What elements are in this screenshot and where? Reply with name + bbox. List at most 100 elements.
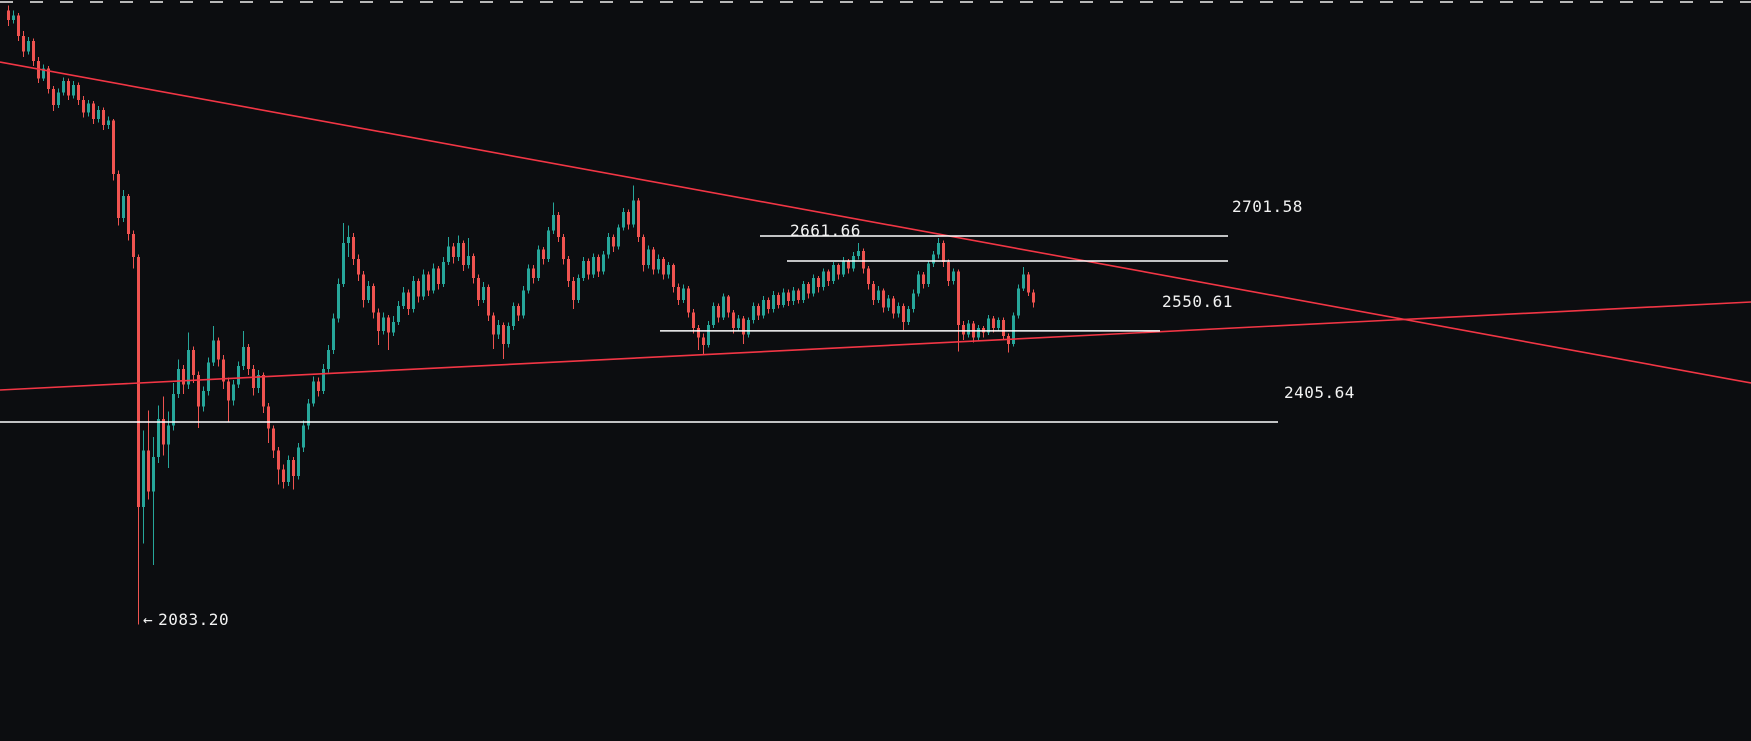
candle-body-down	[197, 375, 200, 407]
ascending-trendline[interactable]	[0, 301, 1751, 391]
candle-body-up	[497, 324, 500, 335]
candle-body-down	[352, 236, 355, 259]
candle-body-up	[632, 200, 635, 225]
candle-body-up	[512, 306, 515, 327]
candle-body-up	[722, 296, 725, 318]
candle-body-up	[307, 403, 310, 426]
candle-body-down	[922, 274, 925, 285]
candle-body-down	[1032, 292, 1035, 303]
price-line-label-2550[interactable]: 2550.61	[1162, 292, 1233, 311]
candle-body-down	[17, 15, 20, 36]
price-line-label-2405[interactable]: 2405.64	[1284, 383, 1355, 402]
candle-body-down	[147, 450, 150, 492]
candle-body-up	[332, 318, 335, 351]
candle-body-down	[252, 368, 255, 388]
candle-body-up	[977, 328, 980, 338]
candle-body-up	[397, 306, 400, 322]
candle-body-down	[502, 324, 505, 344]
candle-body-up	[457, 243, 460, 258]
candle-body-up	[967, 323, 970, 335]
candle-body-up	[257, 375, 260, 388]
candle-body-down	[487, 287, 490, 316]
candle-body-up	[647, 249, 650, 266]
candle-body-up	[302, 425, 305, 448]
candle-body-down	[492, 315, 495, 335]
candle-body-down	[567, 258, 570, 281]
candle-body-up	[912, 293, 915, 310]
candle-body-down	[472, 255, 475, 278]
candle-body-down	[532, 268, 535, 278]
candle-body-down	[317, 381, 320, 391]
candle-body-down	[692, 312, 695, 329]
candle-body-down	[947, 262, 950, 281]
candle-body-up	[87, 103, 90, 113]
candle-body-down	[797, 290, 800, 300]
candle-body-down	[117, 174, 120, 219]
candle-body-down	[362, 274, 365, 300]
candle-body-up	[187, 350, 190, 385]
candle-body-down	[827, 271, 830, 281]
candle-body-down	[437, 268, 440, 285]
candle-body-down	[387, 317, 390, 333]
candle-body-down	[757, 306, 760, 316]
candle-body-down	[1002, 319, 1005, 337]
candle-body-up	[987, 318, 990, 333]
candle-body-up	[172, 394, 175, 426]
candle-body-down	[892, 298, 895, 314]
candle-body-down	[162, 419, 165, 445]
candle-body-down	[872, 284, 875, 300]
descending-trendline[interactable]	[0, 61, 1751, 384]
candle-body-down	[137, 257, 140, 508]
candle-body-down	[962, 324, 965, 335]
candle-body-up	[122, 196, 125, 219]
candle-body-up	[552, 214, 555, 231]
candle-body-up	[782, 292, 785, 305]
candle-body-up	[97, 109, 100, 119]
price-line-label-2661[interactable]: 2661.66	[790, 221, 861, 240]
candle-body-down	[372, 285, 375, 313]
candle-body-up	[142, 450, 145, 508]
candle-body-down	[992, 318, 995, 329]
price-line-label-2701[interactable]: 2701.58	[1232, 197, 1303, 216]
candle-body-down	[52, 89, 55, 105]
candle-body-up	[822, 271, 825, 288]
candle-body-down	[7, 10, 10, 21]
candle-body-down	[557, 214, 560, 237]
candle-body-down	[767, 299, 770, 310]
candle-body-down	[262, 375, 265, 407]
candle-body-down	[642, 236, 645, 266]
candle-body-up	[482, 287, 485, 300]
candle-body-down	[277, 450, 280, 470]
candle-body-down	[477, 277, 480, 300]
low-price-label: 2083.20	[158, 610, 230, 629]
candle-body-down	[727, 296, 730, 313]
candle-body-up	[592, 257, 595, 275]
candle-body-up	[657, 258, 660, 270]
candle-body-down	[127, 196, 130, 234]
candle-body-up	[842, 260, 845, 275]
candle-body-down	[77, 84, 80, 100]
candle-body-up	[927, 263, 930, 285]
candle-body-down	[22, 35, 25, 52]
candle-body-down	[357, 258, 360, 275]
candle-body-up	[447, 246, 450, 263]
candle-body-down	[517, 306, 520, 316]
candle-body-up	[312, 381, 315, 404]
candle-body-up	[812, 277, 815, 294]
candle-body-up	[12, 15, 15, 21]
candle-body-up	[772, 294, 775, 310]
candle-body-up	[62, 81, 65, 93]
candle-body-down	[957, 271, 960, 325]
candle-body-down	[652, 249, 655, 270]
candle-body-up	[467, 255, 470, 266]
candle-body-down	[882, 290, 885, 308]
candle-body-up	[907, 309, 910, 322]
candle-body-up	[327, 350, 330, 369]
candle-body-down	[292, 460, 295, 476]
candle-body-up	[442, 262, 445, 285]
candle-body-up	[607, 236, 610, 255]
candle-body-down	[702, 337, 705, 346]
candle-body-down	[182, 368, 185, 385]
